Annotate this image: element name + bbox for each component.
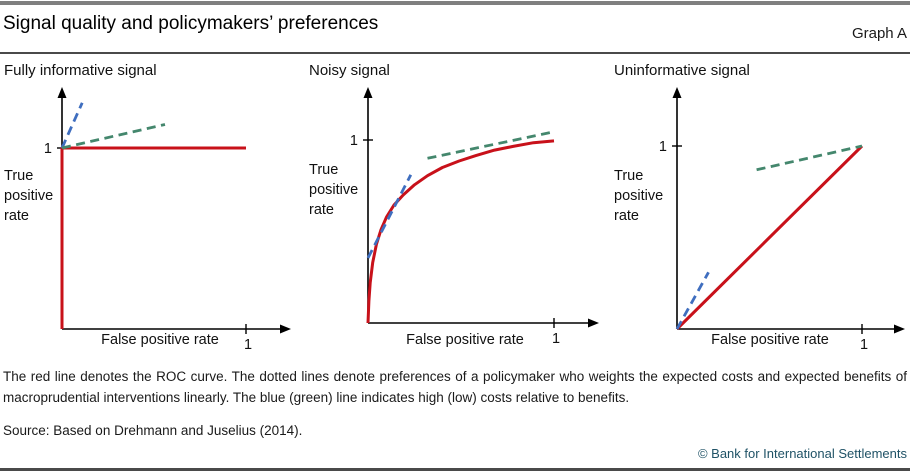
graph-label: Graph A [851, 25, 907, 42]
roc-line [60, 146, 246, 329]
y-axis-label: True positive rate [614, 168, 664, 224]
roc-plot: 11 [350, 87, 599, 347]
high-cost-preference-line [366, 174, 413, 259]
page-title: Signal quality and policymakers’ prefere… [3, 13, 379, 34]
x-tick-label: 1 [552, 331, 560, 347]
top-rule [0, 1, 910, 5]
y-axis-arrow [57, 87, 67, 98]
roc-line [366, 139, 555, 324]
x-tick-label: 1 [244, 337, 252, 353]
x-tick-label: 1 [860, 337, 868, 353]
x-axis-arrow [588, 318, 599, 328]
x-axis-label: False positive rate [101, 332, 219, 348]
panel-title: Noisy signal [309, 62, 390, 79]
footnote: The red line denotes the ROC curve. The … [3, 369, 907, 405]
x-axis-arrow [894, 324, 905, 334]
low-cost-preference-line [756, 144, 863, 172]
y-axis-label: True positive rate [309, 162, 359, 218]
low-cost-preference-line [427, 130, 555, 160]
copyright-notice: © Bank for International Settlements [697, 446, 907, 461]
high-cost-preference-line [60, 102, 84, 149]
y-axis-label: True positive rate [4, 168, 54, 224]
y-axis-arrow [363, 87, 373, 98]
low-cost-preference-line [61, 123, 166, 150]
roc-plot: 11 [44, 87, 291, 353]
roc-line [675, 144, 864, 331]
panel-title: Uninformative signal [614, 62, 750, 79]
x-axis-label: False positive rate [711, 332, 829, 348]
high-cost-preference-line [675, 271, 710, 330]
y-axis-arrow [672, 87, 682, 98]
panel-title: Fully informative signal [4, 62, 157, 79]
bottom-rule [0, 468, 910, 471]
roc-plot: 11 [659, 87, 905, 353]
x-axis-label: False positive rate [406, 332, 524, 348]
y-tick-label: 1 [350, 133, 358, 149]
x-axis-arrow [280, 324, 291, 334]
y-tick-label: 1 [44, 141, 52, 157]
y-tick-label: 1 [659, 139, 667, 155]
title-rule [0, 52, 910, 54]
source-note: Source: Based on Drehmann and Juselius (… [3, 423, 303, 438]
